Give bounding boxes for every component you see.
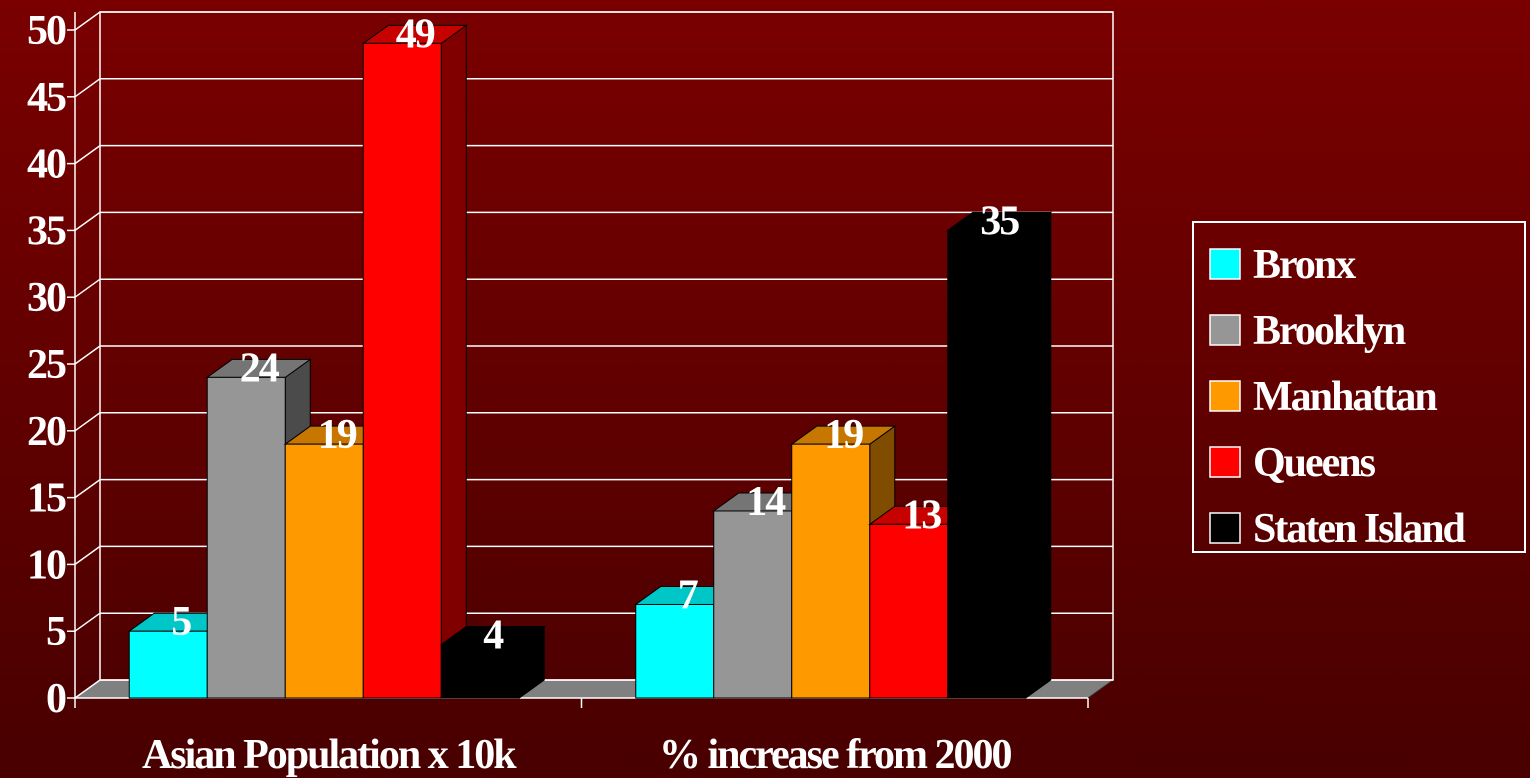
x-tick-label: % increase from 2000 [659, 732, 1012, 778]
bar [947, 229, 1027, 699]
legend-box [1192, 221, 1526, 553]
legend-label: Queens [1253, 440, 1376, 486]
data-label: 7 [678, 572, 698, 618]
legend-swatch [1209, 512, 1241, 544]
bar-side [1025, 211, 1052, 699]
y-tick-label: 20 [27, 409, 66, 455]
bar [128, 630, 208, 699]
x-tick-label: Asian Population x 10k [142, 732, 517, 778]
data-label: 19 [318, 412, 357, 458]
y-tick-label: 40 [27, 142, 66, 188]
legend-label: Bronx [1253, 242, 1356, 288]
grid-line [74, 478, 1113, 499]
legend-swatch [1209, 314, 1241, 346]
y-tick-label: 15 [27, 476, 66, 522]
grid-line [74, 345, 1113, 365]
data-label: 19 [824, 412, 863, 458]
data-label: 24 [240, 345, 280, 391]
data-label: 49 [396, 11, 435, 57]
bar [791, 443, 871, 699]
legend-label: Brooklyn [1253, 308, 1406, 354]
legend-swatch [1209, 380, 1241, 412]
bar [713, 510, 793, 699]
grid-line [74, 278, 1113, 298]
y-tick-label: 25 [27, 342, 66, 388]
bar [362, 42, 442, 699]
y-tick-label: 35 [27, 208, 66, 254]
legend-label: Staten Island [1253, 506, 1466, 552]
y-tick-label: 5 [46, 609, 66, 655]
y-tick-label: 0 [46, 676, 66, 722]
y-tick-label: 30 [27, 275, 66, 321]
bar [206, 376, 286, 699]
data-label: 4 [483, 613, 504, 659]
y-tick-label: 45 [27, 75, 66, 121]
bar [869, 523, 949, 699]
grid-line [74, 211, 1113, 232]
bar-side [440, 24, 467, 699]
y-tick-label: 10 [27, 542, 66, 588]
data-label: 14 [746, 479, 786, 525]
grid-line [74, 144, 1113, 165]
data-label: 5 [171, 599, 191, 645]
legend-swatch [1209, 248, 1241, 280]
legend-swatch [1209, 446, 1241, 478]
data-label: 35 [980, 198, 1019, 244]
y-tick-label: 50 [27, 8, 66, 54]
grid-line [74, 412, 1113, 432]
data-label: 13 [902, 492, 941, 538]
grid-line [74, 11, 1113, 31]
bar [635, 603, 715, 699]
grid-line [74, 78, 1113, 98]
bar [284, 443, 364, 699]
bar [440, 644, 520, 699]
legend-label: Manhattan [1253, 374, 1437, 420]
